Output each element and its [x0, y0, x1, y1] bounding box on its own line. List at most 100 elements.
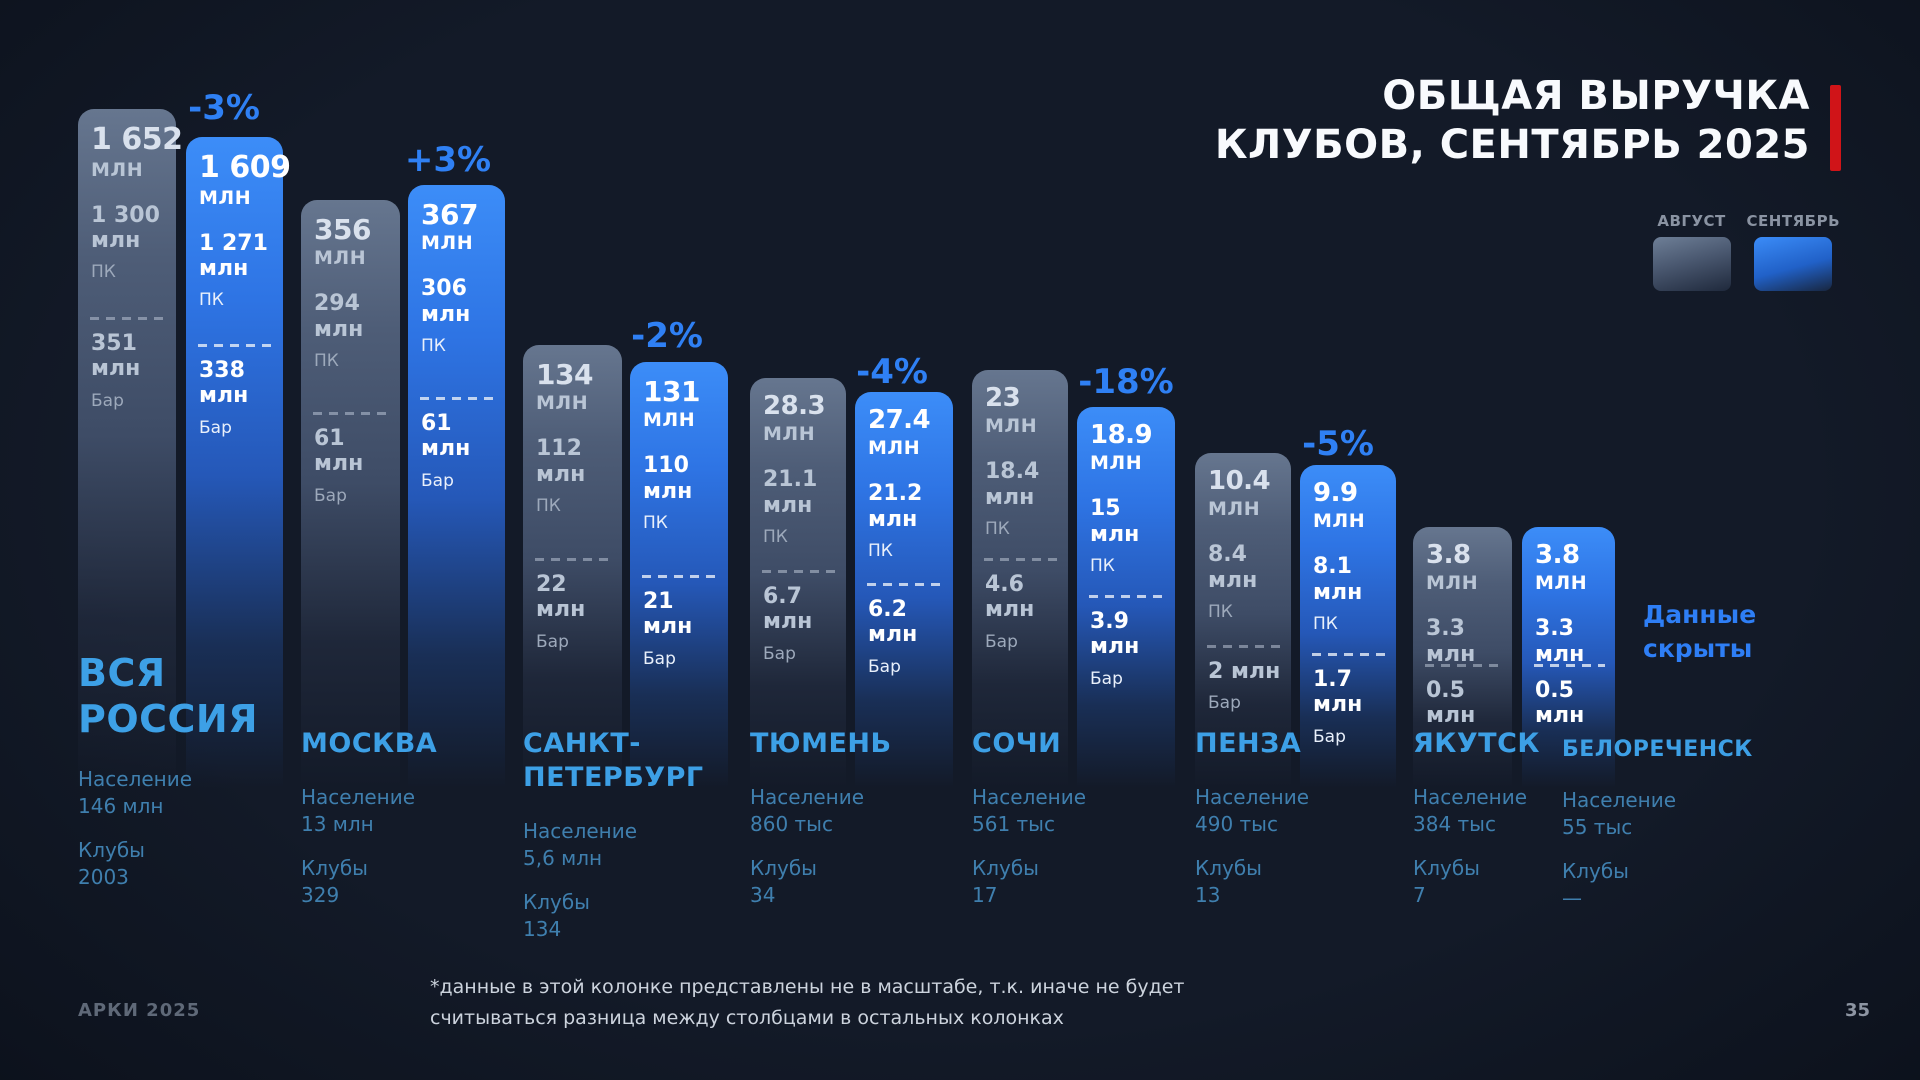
page-number: 35 [1844, 1000, 1870, 1021]
population-info: Население 55 тыс [1562, 787, 1787, 841]
dashed-divider [198, 344, 273, 347]
total-value: 3.8 [1535, 540, 1580, 570]
bar-value: 22 млн [536, 572, 586, 623]
city-name: БЕЛОРЕЧЕНСК [1562, 737, 1753, 762]
bar-bottom-section: 0.5 млн [1413, 678, 1512, 729]
clubs-info: Клубы 134 [523, 889, 748, 943]
dashed-divider [1207, 645, 1281, 648]
city-label-block: СОЧИ Население 561 тыс Клубы 17 [972, 727, 1197, 909]
clubs-info: Клубы — [1562, 858, 1787, 912]
bar-august: 23 МЛН 18.4 млн ПК 4.6 млн Бар [972, 370, 1068, 788]
pk-label: ПК [763, 526, 788, 547]
bar-label: Бар [1208, 693, 1241, 714]
pk-value: 112 млн [536, 436, 586, 487]
population-value: 146 млн [78, 793, 164, 818]
population-info: Население 561 тыс [972, 784, 1197, 838]
legend-item-august: АВГУСТ [1652, 212, 1731, 291]
bar-label: Бар [536, 631, 569, 652]
bar-september: 131 МЛН 110 млн ПК 21 млн Бар [630, 362, 728, 788]
city-name: САНКТ- ПЕТЕРБУРГ [523, 728, 704, 793]
total-unit: МЛН [1535, 572, 1588, 595]
pk-label: ПК [421, 335, 446, 356]
bar-bottom-section: 4.6 млн Бар [972, 572, 1068, 652]
bar-value: 0.5 млн [1426, 678, 1476, 729]
pk-label: ПК [536, 495, 561, 516]
bar-bottom-section: 338 млн Бар [186, 358, 283, 438]
population-info: Население 13 млн [301, 784, 526, 838]
pk-value: 306 млн [421, 276, 471, 327]
pk-label: ПК [91, 262, 116, 283]
total-unit: МЛН [314, 247, 367, 270]
city-label-block: ПЕНЗА Население 490 тыс Клубы 13 [1195, 727, 1420, 909]
bar-bottom-section: 22 млн Бар [523, 572, 622, 652]
bar-bottom-section: 61 млн Бар [408, 411, 505, 491]
pk-label: ПК [985, 518, 1010, 539]
bar-top-section: 356 МЛН 294 млн ПК [301, 215, 400, 371]
total-unit: МЛН [199, 186, 252, 209]
legend-august-swatch [1652, 237, 1731, 291]
population-value: 13 млн [301, 811, 374, 836]
clubs-value: 17 [972, 882, 998, 907]
footnote: *данные в этой колонке представлены не в… [430, 976, 1185, 1030]
dashed-divider [535, 558, 612, 561]
population-value: 55 тыс [1562, 814, 1633, 839]
pk-value: 1 271 млн [199, 230, 268, 281]
percent-change-label: -5% [1302, 424, 1374, 464]
pk-label: ПК [314, 350, 339, 371]
population-label: Население [750, 784, 865, 809]
total-unit: МЛН [1426, 572, 1479, 595]
legend-item-september: СЕНТЯБРЬ [1747, 212, 1840, 291]
page-title: ОБЩАЯ ВЫРУЧКА КЛУБОВ, СЕНТЯБРЬ 2025 [1215, 72, 1810, 170]
bar-top-section: 18.9 МЛН 15 млн ПК [1077, 421, 1175, 576]
bar-top-section: 134 МЛН 112 млн ПК [523, 360, 622, 516]
clubs-value: 13 [1195, 882, 1221, 907]
pk-label: ПК [868, 540, 893, 561]
bar-label: Бар [643, 648, 676, 669]
total-unit: МЛН [763, 423, 816, 446]
bar-top-section: 131 МЛН 110 млн ПК [630, 377, 728, 533]
total-value: 27.4 [868, 405, 931, 435]
pk-value: 294 млн [314, 291, 364, 342]
bar-bottom-section: 6.7 млн Бар [750, 584, 846, 664]
pk-value: 3.3 млн [1535, 616, 1585, 667]
city-name: СОЧИ [972, 728, 1062, 759]
bar-bottom-section: 6.2 млн Бар [855, 597, 953, 677]
city-name: ПЕНЗА [1195, 728, 1302, 759]
total-value: 3.8 [1426, 540, 1471, 570]
bar-bottom-section: 0.5 млн [1522, 678, 1615, 729]
pk-value: 8.1 млн [1313, 554, 1363, 605]
pk-label: ПК [1090, 555, 1115, 576]
bar-top-section: 10.4 МЛН 8.4 млн ПК [1195, 467, 1291, 622]
total-unit: МЛН [91, 158, 144, 181]
percent-change-label: -4% [856, 352, 928, 392]
population-label: Население [1562, 787, 1677, 812]
clubs-value: 134 [523, 916, 562, 941]
bar-label: Бар [1090, 668, 1123, 689]
clubs-label: Клубы [1562, 858, 1629, 883]
bar-top-section: 27.4 МЛН 21.2 млн ПК [855, 405, 953, 561]
dashed-divider [867, 583, 943, 586]
clubs-label: Клубы [523, 889, 590, 914]
total-unit: МЛН [643, 409, 696, 432]
bar-value: 3.9 млн [1090, 609, 1140, 660]
bar-bottom-section: 2 млн Бар [1195, 659, 1291, 713]
city-label-block: ВСЯ РОССИЯ Население 146 млн Клубы 2003 [78, 650, 303, 891]
total-value: 356 [314, 213, 371, 246]
total-unit: МЛН [1313, 510, 1366, 533]
total-value: 1 652 [91, 122, 183, 157]
percent-change-label: -3% [188, 88, 260, 128]
total-unit: МЛН [421, 232, 474, 255]
dashed-divider [642, 575, 718, 578]
population-value: 860 тыс [750, 811, 833, 836]
clubs-label: Клубы [972, 855, 1039, 880]
total-unit: МЛН [985, 415, 1038, 438]
legend-september-swatch [1754, 237, 1833, 291]
footer-brand: АРКИ 2025 [78, 1000, 201, 1021]
bar-bottom-section: 61 млн Бар [301, 426, 400, 506]
population-info: Население 490 тыс [1195, 784, 1420, 838]
bar-label: Бар [421, 470, 454, 491]
clubs-info: Клубы 13 [1195, 855, 1420, 909]
total-unit: МЛН [868, 437, 921, 460]
population-info: Население 5,6 млн [523, 818, 748, 872]
